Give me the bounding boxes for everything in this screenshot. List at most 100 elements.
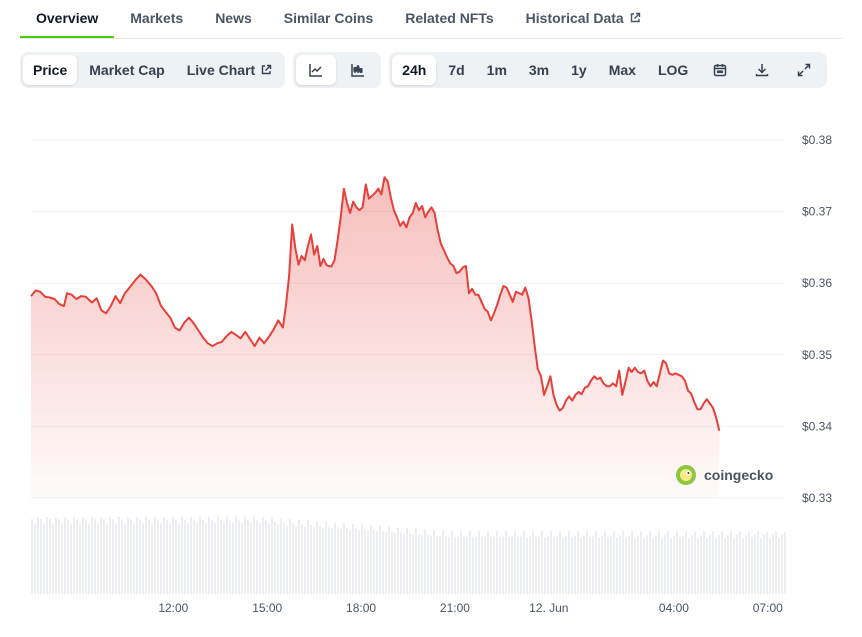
volume-bar [703,531,705,594]
range-max-label: Max [608,62,636,78]
volume-bar [643,537,645,594]
volume-bar [463,536,465,594]
volume-bar [73,517,75,594]
volume-bar [211,520,213,594]
line-chart-button[interactable] [296,55,337,85]
volume-bar [280,518,282,594]
range-7d-label: 7d [448,62,465,78]
volume-bar [157,519,159,594]
volume-bar [49,519,51,594]
tab-overview[interactable]: Overview [20,0,115,38]
volume-bar [670,537,672,594]
volume-bar [688,537,690,594]
range-1y-button[interactable]: 1y [561,55,597,85]
volume-bar [259,523,261,594]
market-cap-button[interactable]: Market Cap [79,55,174,85]
tab-news[interactable]: News [199,0,268,36]
volume-bar [97,523,99,594]
volume-bar [37,517,39,594]
volume-bar [283,522,285,594]
volume-bar [616,537,618,594]
volume-bar [109,517,111,594]
volume-bar [508,536,510,594]
volume-bar [523,531,525,594]
volume-bar [769,538,771,594]
volume-bar [88,523,90,594]
range-7d-button[interactable]: 7d [438,55,474,85]
tab-related-nfts[interactable]: Related NFTs [389,0,509,36]
volume-bar [748,531,750,594]
volume-bar [457,536,459,594]
volume-bar [679,537,681,594]
volume-bar [253,516,255,594]
log-scale-button[interactable]: LOG [648,55,698,85]
volume-bar [499,536,501,594]
range-24h-button[interactable]: 24h [392,55,437,85]
volume-bar [730,531,732,594]
range-max-button[interactable]: Max [599,55,646,85]
volume-bar [514,531,516,594]
volume-bar [223,523,225,594]
volume-bar [658,531,660,594]
volume-bar [577,531,579,594]
volume-bar [598,537,600,594]
volume-bar [382,531,384,594]
volume-bar [337,527,339,594]
volume-bar [517,536,519,594]
volume-bar [634,537,636,594]
download-button[interactable] [742,55,782,85]
live-chart-button-label: Live Chart [186,62,256,78]
tab-similar-coins[interactable]: Similar Coins [268,0,389,36]
range-1m-button[interactable]: 1m [477,55,517,85]
price-chart[interactable]: $0.33 $0.34 $0.35 $0.36 $0.37 $0.38 12:00 15:0… [0,90,862,637]
volume-bar [418,534,420,594]
volume-bar [637,535,639,594]
tab-news-label: News [215,10,252,26]
x-tick-label: 21:00 [440,601,470,615]
volume-bar [427,534,429,594]
volume-bar [61,523,63,594]
fullscreen-button[interactable] [784,55,824,85]
volume-bar [313,527,315,594]
volume-bar [172,516,174,594]
volume-bar [628,535,630,594]
volume-bar [319,525,321,594]
volume-bar [43,523,45,594]
volume-bar [406,528,408,594]
volume-bar [757,531,759,594]
tab-historical-data[interactable]: Historical Data [510,0,657,36]
volume-bar [130,519,132,594]
range-3m-button[interactable]: 3m [519,55,559,85]
volume-bar [31,518,33,594]
volume-bar [745,534,747,594]
candlestick-chart-icon [351,64,365,77]
volume-bar [436,535,438,594]
volume-bar [640,531,642,594]
live-chart-button[interactable]: Live Chart [177,55,282,85]
tab-markets[interactable]: Markets [114,0,199,36]
volume-bar [661,537,663,594]
volume-bar [472,536,474,594]
volume-bar [166,519,168,594]
volume-bar [718,535,720,594]
price-button[interactable]: Price [23,55,78,85]
volume-bar [262,516,264,594]
volume-bar [358,530,360,594]
volume-bar [112,519,114,594]
external-link-icon [630,12,640,23]
volume-bar [178,523,180,594]
volume-bar [424,529,426,594]
candlestick-chart-button[interactable] [338,55,378,85]
line-chart-icon [309,64,323,77]
volume-bar [460,531,462,594]
volume-bar [415,528,417,594]
volume-bar [772,534,774,594]
tab-related-nfts-label: Related NFTs [405,10,494,26]
x-tick-label: 15:00 [252,601,282,615]
calendar-button[interactable] [700,55,740,85]
volume-bar [355,528,357,594]
volume-bar [766,531,768,594]
volume-bar [775,531,777,594]
volume-bar [295,525,297,594]
y-tick-label: $0.38 [802,133,832,147]
